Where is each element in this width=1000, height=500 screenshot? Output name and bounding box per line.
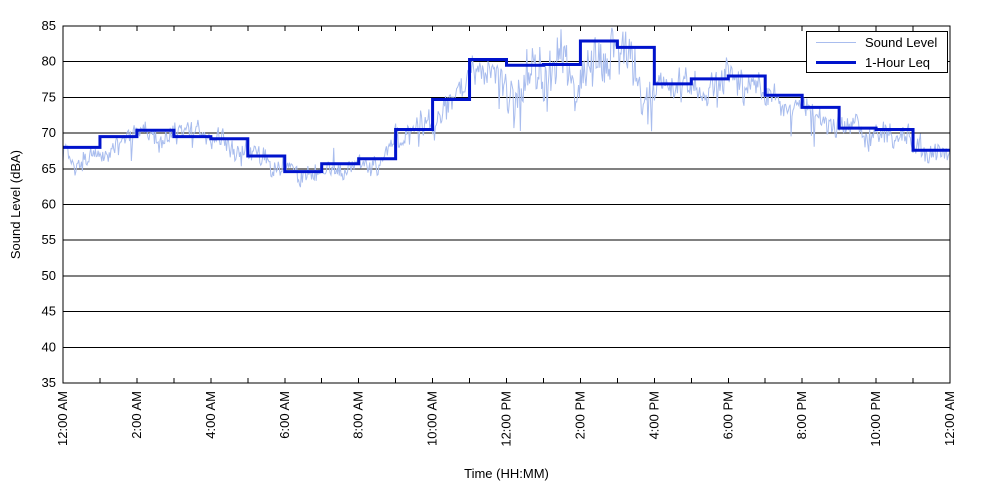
x-tick-label: 2:00 AM <box>129 391 144 439</box>
legend-label-sound-level: Sound Level <box>865 34 938 50</box>
y-tick-label: 70 <box>42 125 56 140</box>
y-tick-label: 80 <box>42 54 56 69</box>
x-tick-label: 12:00 AM <box>55 391 70 446</box>
y-tick-label: 65 <box>42 161 56 176</box>
y-tick-label: 75 <box>42 89 56 104</box>
y-axis-title: Sound Level (dBA) <box>7 149 23 260</box>
x-tick-label: 4:00 AM <box>203 391 218 439</box>
x-tick-label: 2:00 PM <box>572 391 587 439</box>
legend: Sound Level 1-Hour Leq <box>806 31 948 73</box>
y-tick-label: 50 <box>42 268 56 283</box>
y-tick-label: 40 <box>42 339 56 354</box>
x-tick-label: 8:00 PM <box>794 391 809 439</box>
y-tick-label: 85 <box>42 18 56 33</box>
legend-item-sound-level: Sound Level <box>807 34 947 50</box>
x-tick-label: 4:00 PM <box>646 391 661 439</box>
y-tick-label: 60 <box>42 197 56 212</box>
leq-series-line <box>63 39 950 174</box>
legend-label-leq: 1-Hour Leq <box>865 54 931 70</box>
y-tick-label: 45 <box>42 304 56 319</box>
x-tick-label: 6:00 PM <box>720 391 735 439</box>
y-axis-title-wrap: Sound Level (dBA) <box>6 26 24 383</box>
x-tick-label: 6:00 AM <box>277 391 292 439</box>
x-tick-label: 12:00 PM <box>499 391 514 447</box>
legend-item-leq: 1-Hour Leq <box>807 54 947 70</box>
y-tick-label: 55 <box>42 232 56 247</box>
sound-level-line-sample <box>816 41 856 43</box>
x-tick-label: 10:00 PM <box>868 391 883 447</box>
x-tick-label: 10:00 AM <box>425 391 440 446</box>
y-tick-label: 35 <box>42 375 56 390</box>
x-tick-label: 12:00 AM <box>942 391 957 446</box>
plot-box <box>62 25 951 384</box>
leq-line-sample <box>816 60 856 64</box>
x-axis-title: Time (HH:MM) <box>464 466 549 481</box>
x-tick-label: 8:00 AM <box>351 391 366 439</box>
